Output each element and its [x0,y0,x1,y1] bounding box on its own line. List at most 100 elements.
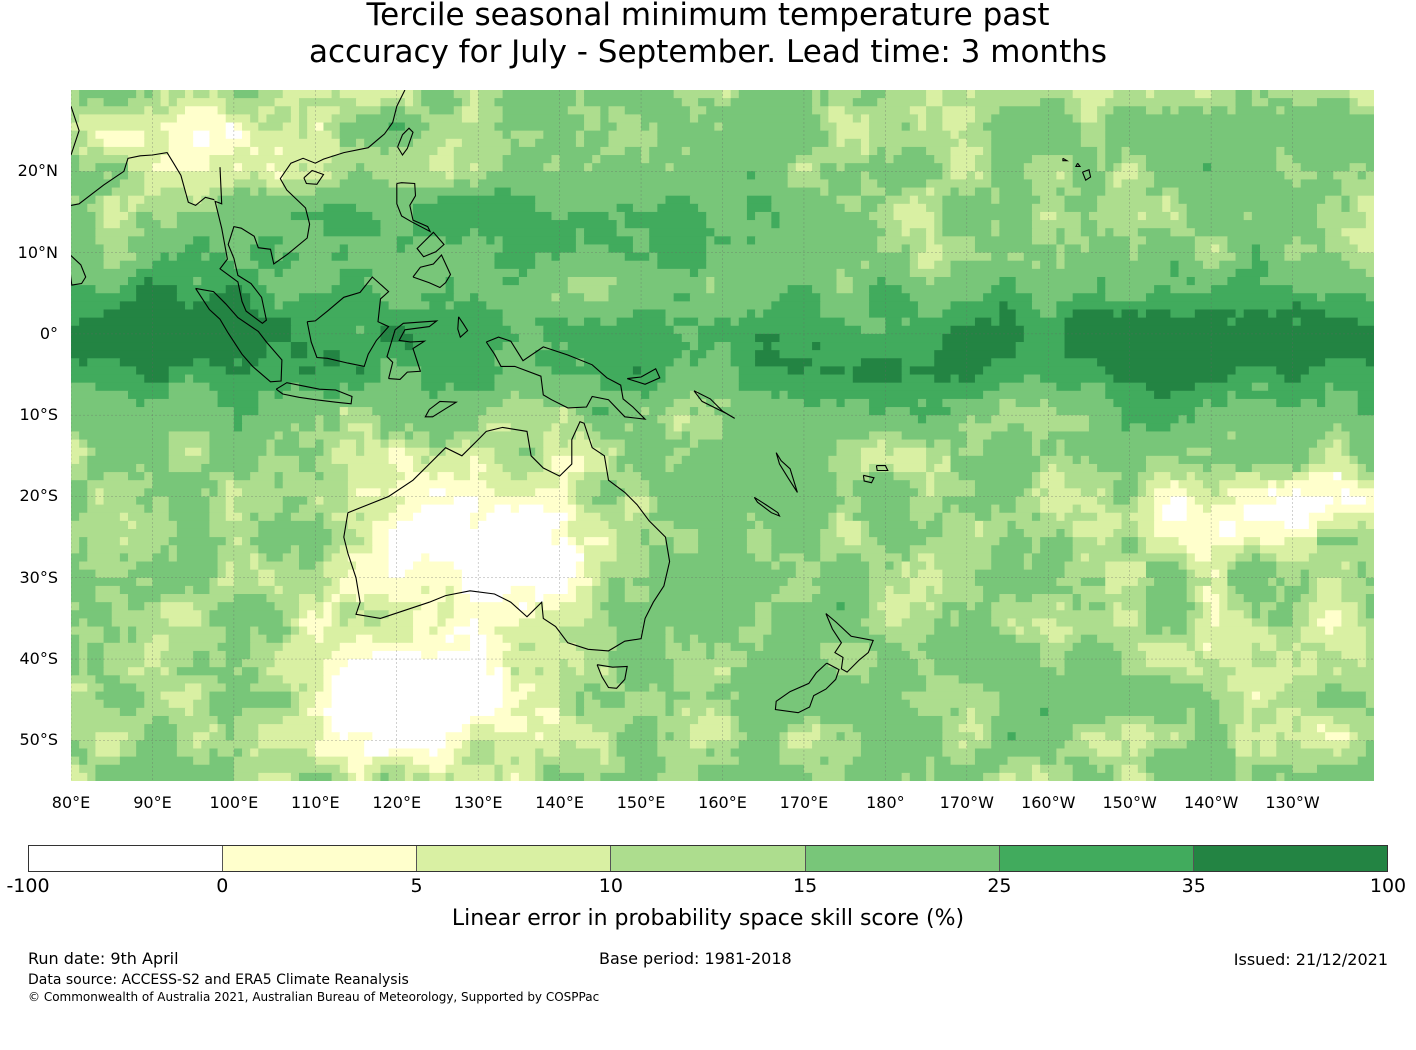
skill-cell [1186,610,1204,620]
skill-cell [942,98,1041,107]
skill-cell [103,244,129,254]
skill-cell [128,626,137,636]
skill-cell [478,423,487,433]
skill-cell [258,724,325,733]
skill-cell [299,114,308,124]
skill-cell [1186,740,1229,750]
skill-cell [600,480,618,489]
coastline [306,276,390,368]
skill-cell [1056,463,1098,473]
skill-cell [665,423,675,433]
skill-cell [974,748,1057,758]
skill-cell [1072,594,1082,603]
skill-cell [689,707,707,717]
skill-cell [1284,480,1359,489]
skill-cell [689,390,699,400]
skill-cell [71,179,121,189]
skill-cell [1316,585,1343,595]
skill-cell [909,106,927,115]
skill-cell [144,602,162,611]
skill-cell [331,537,365,546]
skill-cell [1031,203,1066,213]
skill-cell [649,155,797,164]
skill-cell [209,90,219,99]
skill-cell [315,610,325,620]
skill-cell [193,130,211,140]
skill-cell [681,350,691,359]
skill-cell [323,594,333,603]
skill-cell [176,98,227,107]
skill-cell [1235,561,1277,571]
skill-cell [144,667,162,676]
skill-cell [1121,772,1147,781]
skill-cell [176,252,202,262]
skill-cell [71,772,88,781]
skill-cell [347,382,365,392]
skill-cell [559,520,569,530]
skill-cell [209,504,227,514]
skill-cell [836,195,862,205]
skill-cell [502,342,553,351]
skill-cell [885,228,903,237]
skill-cell [942,122,968,132]
skill-cell [649,480,838,489]
skill-cell [79,155,129,164]
skill-cell [128,553,154,563]
skill-cell [616,537,642,546]
skill-cell [942,203,1033,213]
skill-cell [559,537,569,546]
skill-cell [1113,480,1139,489]
skill-cell [950,455,1041,465]
skill-cell [527,724,593,733]
skill-cell [347,252,496,262]
skill-cell [803,366,821,376]
skill-cell [942,171,952,181]
skill-cell [632,203,658,213]
skill-cell [567,439,593,449]
skill-cell [934,260,952,270]
skill-cell [844,268,911,278]
skill-cell [624,512,634,522]
skill-cell [600,561,650,571]
skill-cell [942,163,952,172]
skill-cell [1325,382,1334,392]
latitude-label: 30°S [19,567,58,587]
skill-cell [421,585,430,595]
skill-cell [877,659,919,668]
skill-cell [950,447,960,457]
skill-cell [958,187,976,197]
skill-cell [1227,317,1237,327]
skill-cell [1308,455,1326,465]
skill-cell [1365,561,1374,571]
skill-cell [575,130,585,140]
skill-cell [71,707,121,717]
skill-cell [608,756,626,766]
skill-cell [1031,764,1041,774]
skill-cell [470,748,496,758]
skill-cell [1251,610,1261,620]
skill-cell [860,553,903,563]
skill-cell [1105,577,1139,587]
skill-cell [1341,748,1367,758]
skill-cell [909,512,935,522]
skill-cell [128,195,145,205]
skill-cell [1113,374,1229,384]
skill-cell [983,683,1204,693]
skill-cell [787,163,797,172]
skill-cell [307,683,325,693]
skill-cell [1316,520,1359,530]
skill-cell [372,634,414,644]
skill-cell [1178,415,1188,424]
skill-cell [844,512,854,522]
skill-cell [1015,317,1066,327]
skill-cell [79,602,113,611]
skill-cell [559,431,577,441]
skill-cell [926,488,935,498]
skill-cell [1194,553,1212,563]
skill-cell [494,748,536,758]
skill-cell [323,423,341,433]
skill-cell [559,472,569,481]
skill-cell [1300,577,1310,587]
skill-cell [315,594,325,603]
skill-cell [71,366,137,376]
